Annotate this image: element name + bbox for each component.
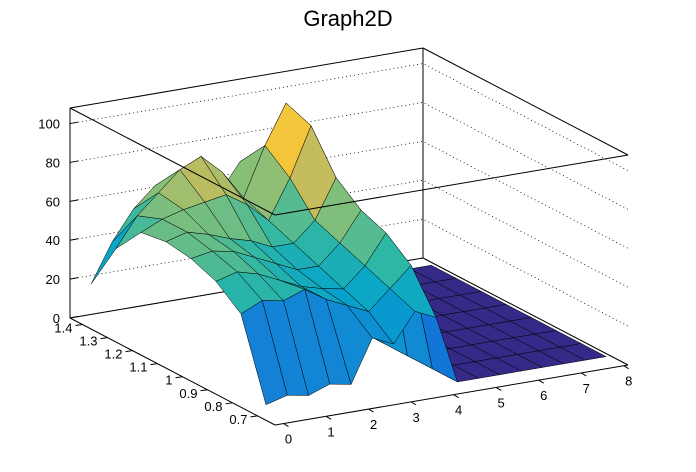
- x-tick-label: 4: [455, 403, 462, 418]
- x-tick: [325, 415, 332, 420]
- y-tick: [150, 363, 158, 366]
- grid-line: [69, 63, 629, 171]
- x-tick: [283, 423, 289, 427]
- grid-line: [69, 257, 629, 366]
- box-edge: [69, 107, 276, 216]
- x-tick-label: 6: [540, 388, 547, 403]
- y-tick-label: 1.1: [129, 360, 147, 375]
- y-tick: [175, 376, 183, 379]
- x-tick-label: 8: [625, 374, 632, 389]
- x-tick: [623, 365, 630, 370]
- y-tick: [225, 402, 233, 405]
- x-tick-label: 3: [412, 410, 419, 425]
- x-tick: [495, 386, 502, 391]
- y-tick-label: 0.9: [179, 386, 197, 401]
- box-edge: [274, 364, 629, 426]
- y-tick-label: 1.4: [54, 321, 72, 336]
- y-tick: [75, 324, 83, 327]
- y-tick-label: 1: [165, 373, 172, 388]
- grid-line: [69, 179, 629, 288]
- y-tick: [125, 350, 133, 353]
- x-tick: [368, 408, 374, 413]
- x-tick-label: 1: [327, 424, 334, 439]
- z-tick-label: 100: [38, 117, 60, 132]
- x-tick: [410, 401, 417, 406]
- z-tick-label: 60: [46, 194, 60, 209]
- y-tick-label: 0.7: [229, 412, 247, 427]
- x-tick-label: 2: [370, 417, 377, 432]
- x-tick: [538, 379, 544, 384]
- x-tick: [580, 372, 587, 377]
- x-tick: [453, 394, 459, 399]
- y-tick: [200, 389, 208, 392]
- grid-line: [69, 218, 629, 327]
- box-edge: [69, 317, 276, 426]
- z-tick-label: 20: [46, 272, 60, 287]
- x-tick-label: 0: [285, 432, 292, 447]
- x-tick-label: 5: [498, 395, 505, 410]
- z-tick-label: 0: [53, 311, 60, 326]
- y-tick: [100, 337, 108, 340]
- z-tick-label: 80: [46, 155, 60, 170]
- x-tick-label: 7: [583, 381, 590, 396]
- grid-line: [69, 101, 629, 210]
- box-edge: [422, 47, 629, 156]
- y-tick-label: 1.3: [79, 334, 97, 349]
- grid-line: [69, 140, 629, 249]
- y-tick-label: 0.8: [204, 399, 222, 414]
- y-tick: [250, 415, 258, 418]
- chart-title: Graph2D: [303, 6, 392, 31]
- surface-cell: [240, 300, 288, 405]
- box-edge: [69, 47, 424, 109]
- y-tick-label: 1.2: [104, 347, 122, 362]
- z-tick-label: 40: [46, 233, 60, 248]
- box-edge: [274, 154, 629, 216]
